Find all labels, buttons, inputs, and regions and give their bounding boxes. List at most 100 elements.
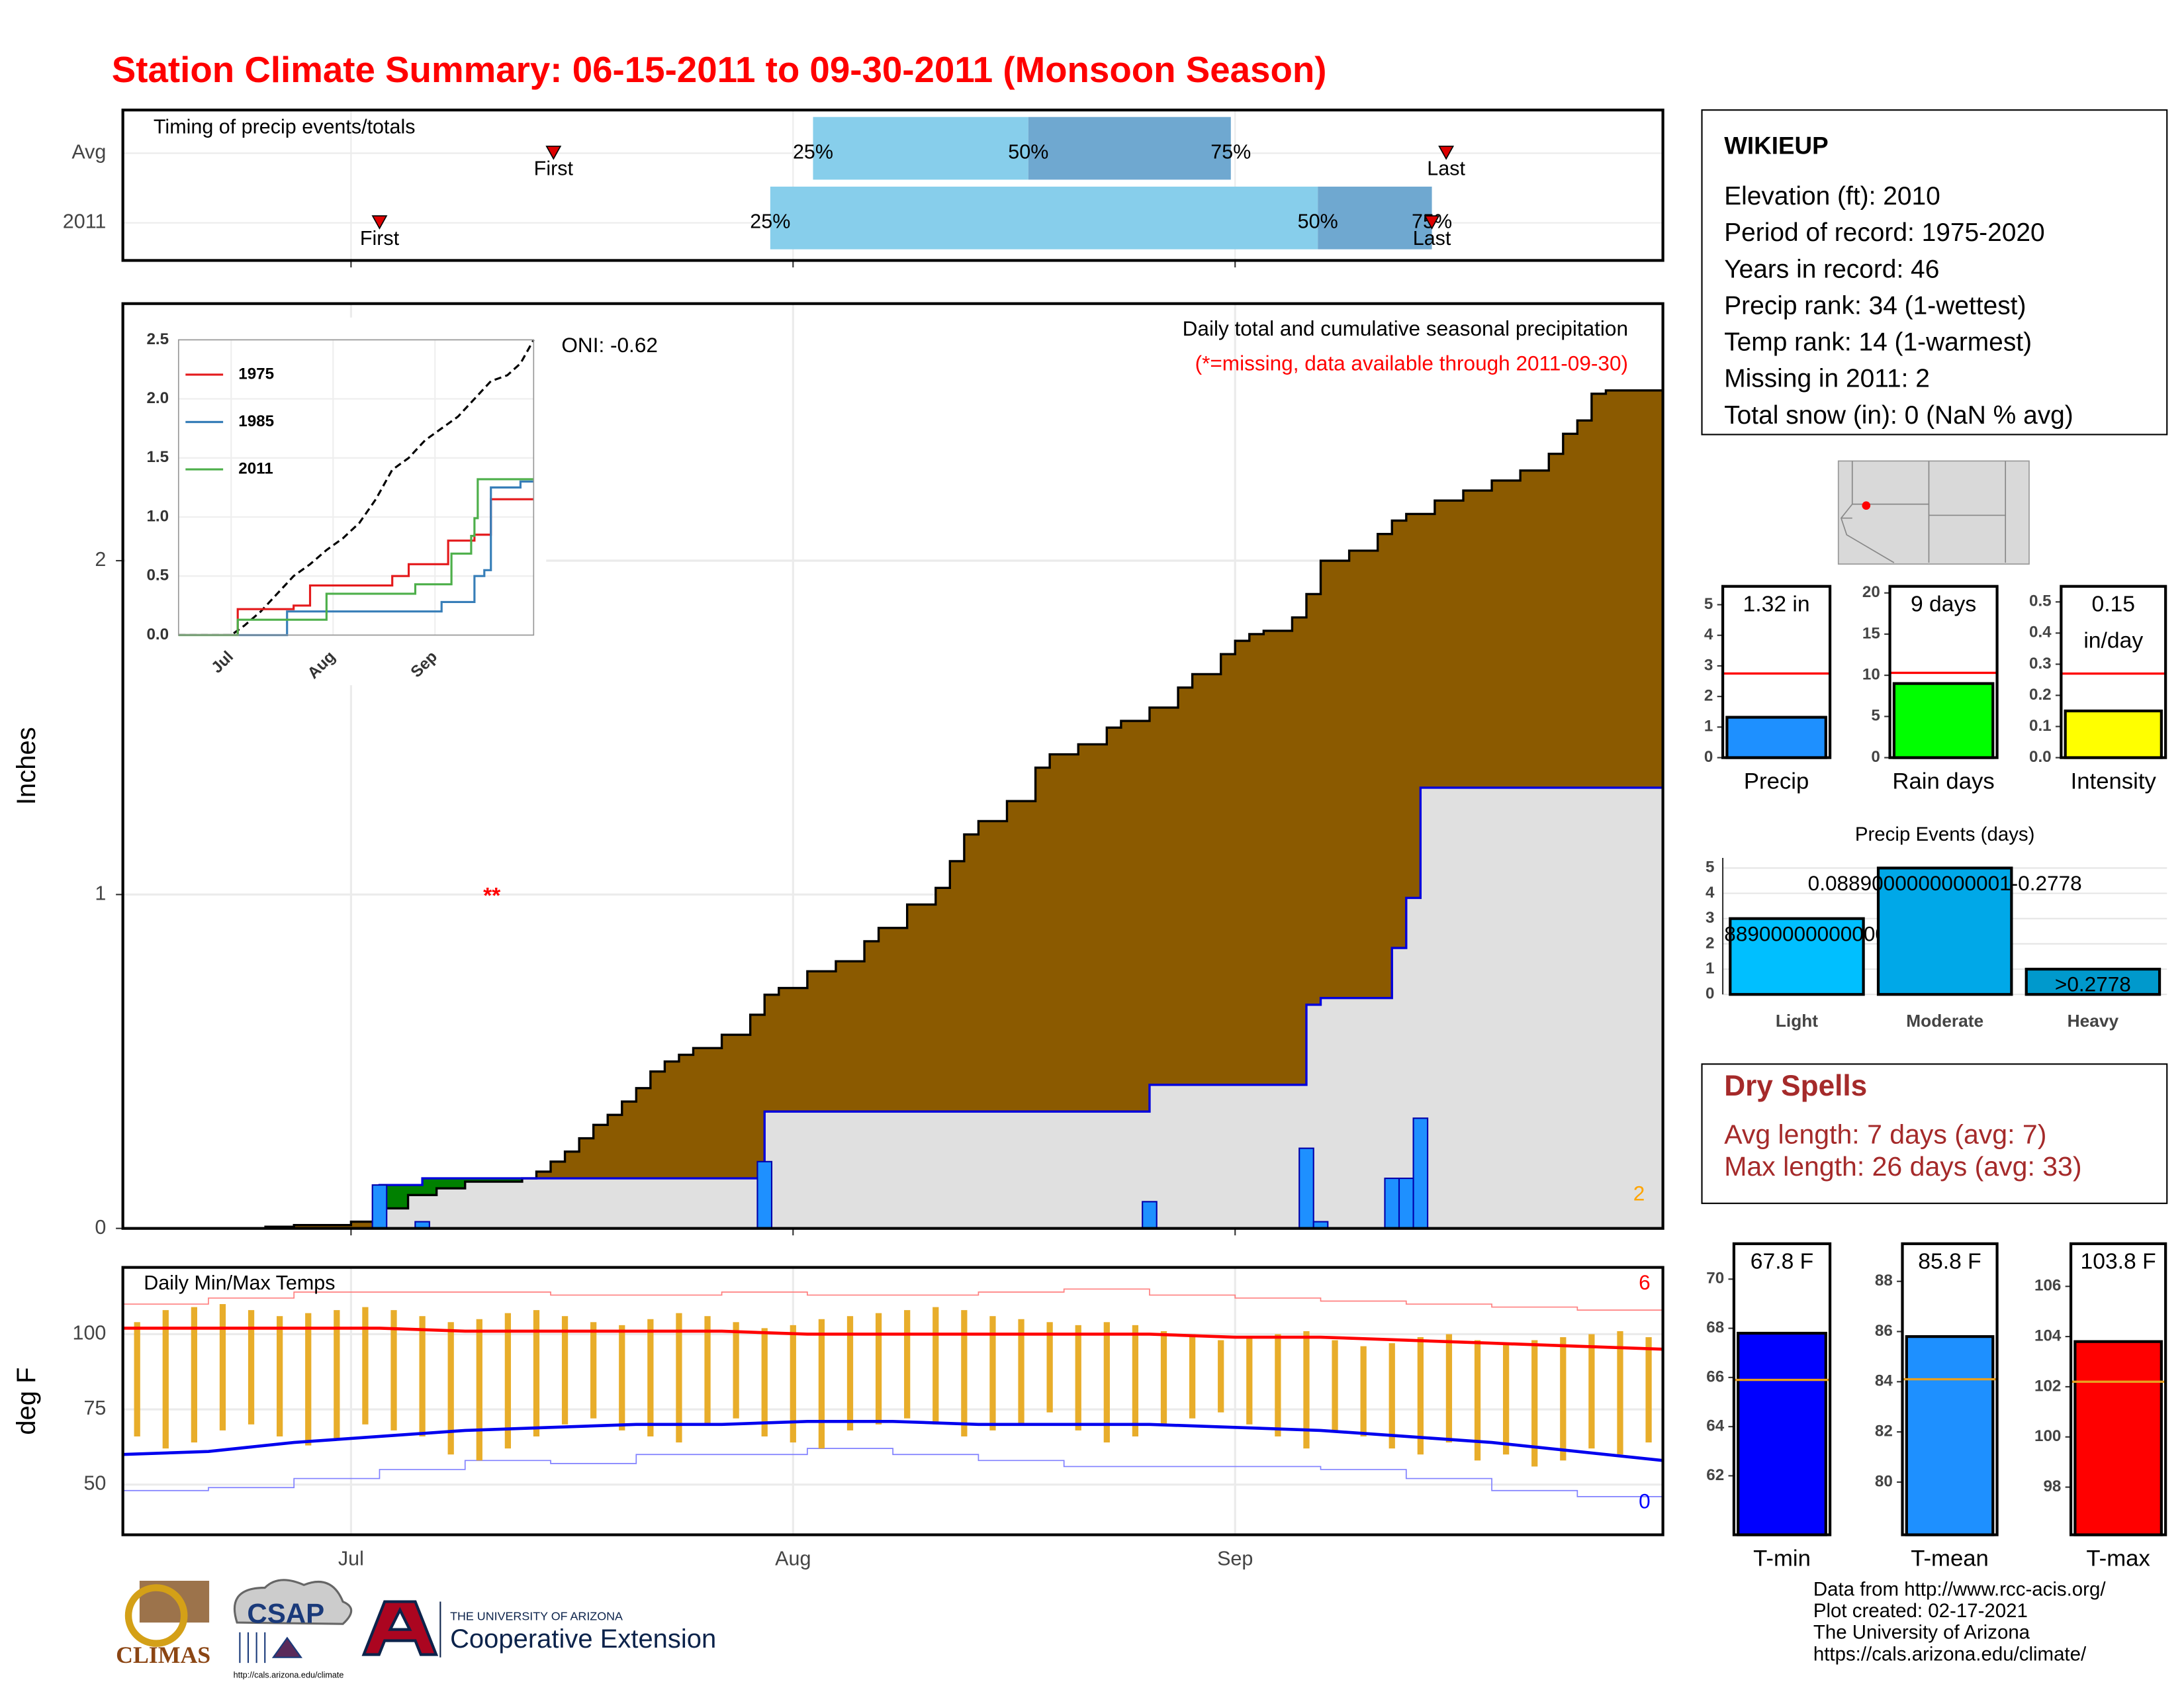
- temp-range-bar: [362, 1307, 369, 1425]
- average-area: [122, 390, 1663, 1229]
- box-border: [1901, 1242, 1999, 1536]
- legend-label: 2011: [238, 459, 273, 477]
- bar: [1729, 917, 1865, 996]
- legend-label: 1975: [238, 365, 274, 383]
- y-tick-label: 20: [1862, 583, 1880, 601]
- box-border: [1732, 1242, 1832, 1536]
- info-box: [1701, 109, 2168, 436]
- temp-range-bar: [619, 1325, 625, 1430]
- temp-range-bar: [504, 1313, 512, 1449]
- dry-spells-title: Dry Spells: [1724, 1070, 1867, 1102]
- temp-range-bar: [1075, 1325, 1081, 1430]
- y-tick-label: 0: [1706, 985, 1714, 1003]
- temp-range-bar: [761, 1328, 768, 1436]
- value-label: 0.15 in/day: [2083, 593, 2144, 653]
- temp-range-bar: [1388, 1343, 1395, 1449]
- station-detail: Years in record: 46: [1724, 255, 1939, 283]
- missing-marks: **: [483, 884, 501, 908]
- station-name: WIKIEUP: [1724, 132, 1828, 160]
- page-title: Station Climate Summary: 06-15-2011 to 0…: [112, 49, 1327, 90]
- average-line: [122, 389, 1663, 1230]
- y-tick-label: 100: [2034, 1427, 2061, 1445]
- value-label: 103.8 F: [2080, 1250, 2156, 1275]
- temp-range-bar: [390, 1310, 397, 1430]
- event-label: First: [360, 227, 400, 250]
- y-tick-label: 2: [1706, 934, 1714, 952]
- temp-range-bar: [1160, 1331, 1167, 1425]
- event-marker: [371, 215, 388, 230]
- bar: [2073, 1340, 2163, 1536]
- y-tick-label: 50: [83, 1472, 106, 1495]
- y-tick-label: 1.0: [146, 507, 169, 525]
- legend-label: 1985: [238, 412, 274, 430]
- quartile-label: 75%: [1210, 140, 1251, 163]
- temp-range-bar: [1218, 1340, 1224, 1413]
- dry-spells-detail: Avg length: 7 days (avg: 7): [1724, 1119, 2046, 1150]
- x-tick-label: Moderate: [1906, 1011, 1983, 1031]
- daily-bar: [1398, 1177, 1414, 1229]
- station-detail: Temp rank: 14 (1-warmest): [1724, 328, 2032, 357]
- x-tick-label: Jul: [338, 1547, 364, 1570]
- y-tick-label: 70: [1706, 1270, 1724, 1288]
- box-border: [2060, 585, 2167, 759]
- logo-extension: Cooperative Extension: [450, 1624, 716, 1654]
- temp-range-bar: [1560, 1337, 1567, 1461]
- event-marker: [1438, 146, 1455, 160]
- temp-range-bar: [1246, 1337, 1253, 1425]
- temp-range-bar: [1132, 1325, 1139, 1436]
- bar: [1905, 1335, 1995, 1536]
- temp-range-bar: [676, 1313, 682, 1443]
- y-tick-label: 68: [1706, 1319, 1724, 1336]
- y-tick-label: 4: [1706, 884, 1715, 902]
- temp-range-bar: [1018, 1319, 1024, 1425]
- bar-label: >0.2778: [2055, 972, 2131, 996]
- quartile-bar: [770, 186, 1318, 250]
- temp-range-bar: [704, 1316, 711, 1425]
- value-label: 9 days: [1910, 593, 1977, 618]
- x-tick-label: Aug: [775, 1547, 811, 1570]
- y-tick-label: 62: [1706, 1466, 1724, 1484]
- y-tick-label: 5: [1704, 595, 1713, 613]
- temp-range-bar: [248, 1310, 255, 1425]
- logo-csap: CSAP: [247, 1598, 324, 1629]
- dry-spells-box: [1701, 1063, 2168, 1204]
- panel-border: [121, 302, 1664, 1230]
- temp-range-bar: [1502, 1343, 1510, 1455]
- temp-range-bar: [933, 1307, 939, 1425]
- credit-line: Data from http://www.rcc-acis.org/: [1813, 1579, 2106, 1601]
- temp-range-bar: [1303, 1331, 1310, 1449]
- station-detail: Period of record: 1975-2020: [1724, 218, 2045, 247]
- temp-range-bar: [904, 1310, 911, 1419]
- temp-range-bar: [818, 1319, 825, 1449]
- inset-border: [177, 339, 535, 636]
- record-high-count: 6: [1639, 1270, 1651, 1294]
- temp-range-bar: [1588, 1334, 1595, 1449]
- bar: [2025, 967, 2161, 996]
- category-label: 2011: [63, 211, 107, 233]
- bar: [2064, 709, 2163, 759]
- event-label: Last: [1413, 227, 1451, 250]
- temp-range-bar: [191, 1307, 198, 1443]
- chart-label: T-max: [2086, 1546, 2150, 1571]
- temp-range-bar: [219, 1304, 226, 1430]
- series-line: [178, 480, 534, 636]
- temp-range-bar: [305, 1313, 312, 1446]
- y-tick-label: 98: [2043, 1477, 2061, 1495]
- credit-line: https://cals.arizona.edu/climate/: [1813, 1643, 2087, 1665]
- event-label: First: [534, 158, 574, 180]
- bar: [1876, 867, 2013, 996]
- station-detail: Missing in 2011: 2: [1724, 365, 1930, 393]
- temp-range-bar: [1275, 1334, 1281, 1436]
- chart-label: Intensity: [2071, 769, 2157, 794]
- y-tick-label: 86: [1875, 1322, 1893, 1340]
- y-tick-label: 104: [2034, 1327, 2062, 1344]
- temp-range-bar: [647, 1319, 654, 1436]
- chart-label: T-mean: [1911, 1546, 1989, 1571]
- y-tick-label: 1: [1706, 959, 1714, 977]
- x-tick-label: Heavy: [2068, 1011, 2119, 1031]
- daily-bar: [1384, 1177, 1400, 1229]
- oni-label: ONI: -0.62: [561, 333, 658, 357]
- logo-csap-url: http://cals.arizona.edu/climate: [234, 1670, 344, 1679]
- y-tick-label: 64: [1706, 1417, 1724, 1435]
